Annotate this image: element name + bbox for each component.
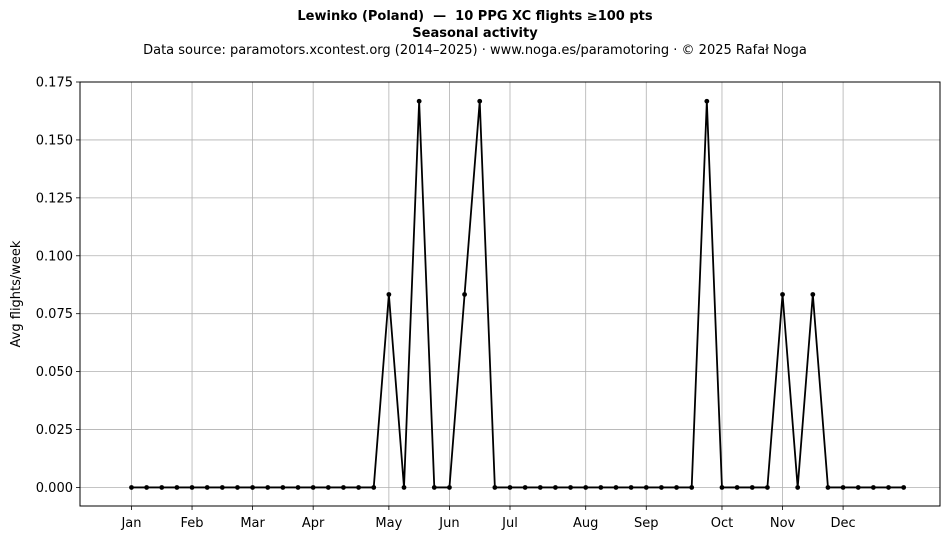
- data-point: [144, 485, 150, 490]
- x-axis: Jan Feb Mar Apr May Jun Jul Aug Sep Oct Nov Dec: [120, 506, 856, 531]
- y-tick-label: 0.125: [36, 191, 73, 206]
- data-point: [689, 485, 695, 490]
- x-tick-label: Jun: [438, 516, 459, 531]
- data-point: [704, 98, 710, 104]
- y-tick-label: 0.150: [36, 133, 73, 148]
- data-point: [371, 485, 377, 490]
- series-line: [131, 100, 904, 489]
- data-point: [886, 485, 891, 490]
- data-point: [870, 485, 876, 490]
- data-point: [492, 485, 498, 490]
- data-point: [719, 485, 725, 490]
- x-tick-label: Oct: [711, 516, 733, 531]
- data-point: [628, 485, 634, 490]
- data-point: [659, 485, 664, 490]
- y-axis-label: Avg flights/week: [9, 240, 24, 347]
- data-point: [341, 485, 346, 490]
- x-tick-label: Jan: [120, 516, 141, 531]
- data-point: [462, 292, 467, 297]
- y-tick-label: 0.025: [36, 423, 73, 438]
- data-point: [401, 485, 407, 490]
- y-tick-label: 0.075: [36, 307, 73, 322]
- x-tick-label: Sep: [634, 516, 659, 531]
- data-point: [840, 485, 846, 490]
- data-point: [189, 485, 195, 490]
- data-point: [583, 485, 589, 490]
- data-point: [310, 485, 316, 490]
- data-point: [643, 485, 649, 490]
- data-point: [280, 485, 286, 490]
- data-point: [507, 485, 513, 490]
- data-point: [734, 485, 740, 490]
- chart-title: Lewinko (Poland) — 10 PPG XC flights ≥10…: [297, 9, 653, 24]
- data-point: [674, 485, 679, 490]
- x-tick-label: Feb: [181, 516, 204, 531]
- data-point: [265, 485, 271, 490]
- data-point: [219, 485, 225, 490]
- data-point: [431, 485, 437, 490]
- data-point: [477, 98, 483, 104]
- data-point: [129, 485, 134, 490]
- y-tick-label: 0.000: [36, 481, 73, 496]
- data-point: [295, 485, 301, 490]
- data-point: [235, 485, 240, 490]
- data-point: [522, 485, 528, 490]
- chart-caption: Data source: paramotors.xcontest.org (20…: [143, 43, 807, 58]
- data-point: [325, 485, 331, 490]
- data-point: [568, 485, 573, 490]
- data-point: [553, 485, 558, 490]
- series-layer: [129, 98, 907, 490]
- data-point: [855, 485, 861, 490]
- data-point: [598, 485, 604, 490]
- data-point: [795, 485, 801, 490]
- x-tick-label: Mar: [240, 516, 265, 531]
- data-point: [204, 485, 210, 490]
- y-tick-label: 0.175: [36, 76, 73, 91]
- data-point: [416, 98, 422, 104]
- data-point: [825, 485, 831, 490]
- data-point: [780, 292, 785, 297]
- data-point: [764, 485, 770, 490]
- chart-subtitle: Seasonal activity: [412, 26, 538, 41]
- y-tick-label: 0.100: [36, 249, 73, 264]
- data-point: [174, 485, 180, 490]
- data-point: [386, 292, 392, 297]
- data-point: [537, 485, 543, 490]
- x-tick-label: Dec: [831, 516, 856, 531]
- y-tick-label: 0.050: [36, 365, 73, 380]
- x-tick-label: Apr: [302, 516, 325, 531]
- data-point: [159, 485, 165, 490]
- x-tick-label: Jul: [501, 516, 518, 531]
- data-point: [613, 485, 619, 490]
- data-point: [749, 485, 755, 490]
- data-point: [901, 485, 907, 490]
- chart-title-block: Lewinko (Poland) — 10 PPG XC flights ≥10…: [0, 8, 950, 59]
- data-point: [250, 485, 256, 490]
- data-point: [356, 485, 361, 490]
- data-point: [810, 292, 816, 297]
- x-tick-label: May: [375, 516, 402, 531]
- x-tick-label: Nov: [770, 516, 796, 531]
- y-axis: 0.000 0.025 0.050 0.075 0.100 0.125 0.150 0.175: [36, 76, 80, 496]
- data-point: [447, 485, 452, 490]
- x-tick-label: Aug: [573, 516, 598, 531]
